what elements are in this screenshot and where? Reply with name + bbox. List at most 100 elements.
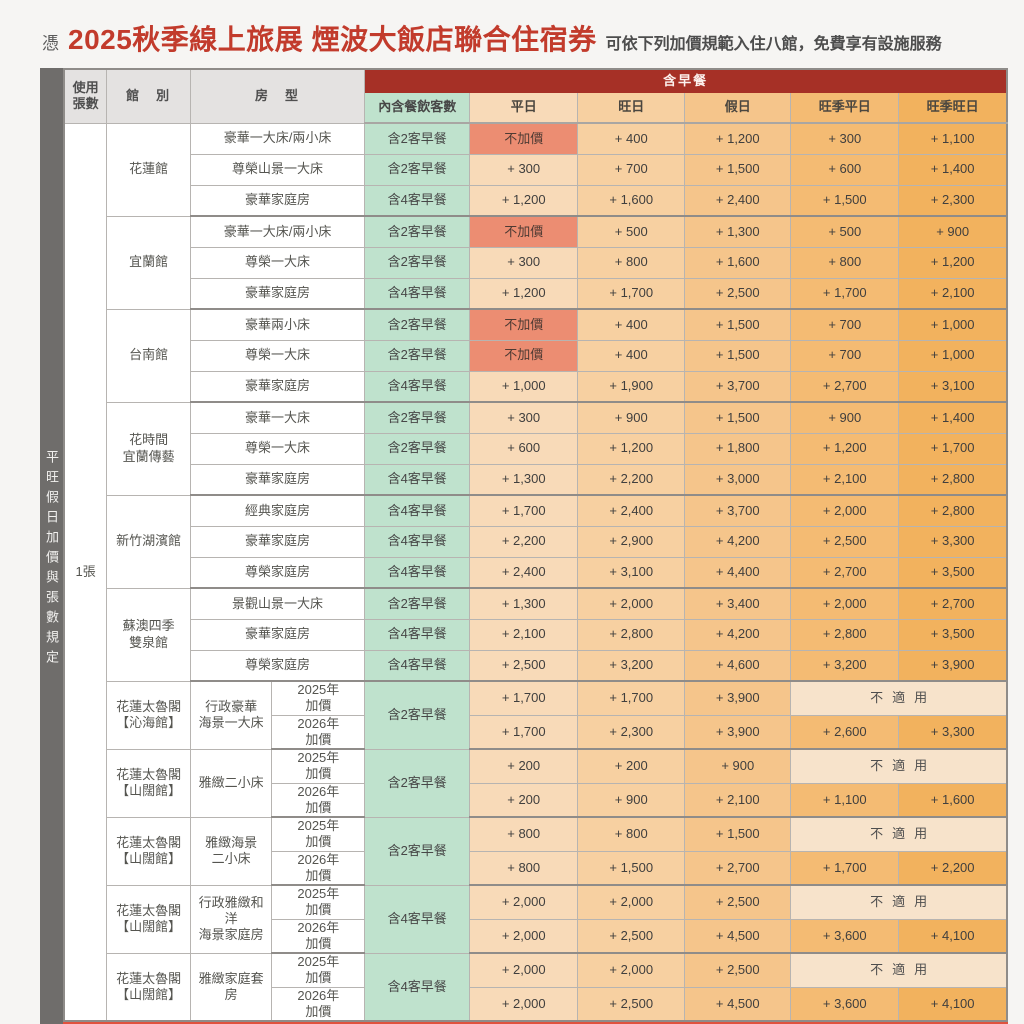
- price-cell: + 1,500: [577, 850, 686, 886]
- room-cell: 豪華一大床/兩小床: [189, 122, 366, 155]
- meal-count-cell: 含4客早餐: [364, 463, 471, 496]
- day-col-header-season-weekday: 旺季平日: [790, 92, 900, 124]
- price-cell: + 2,100: [684, 782, 792, 818]
- price-cell: + 2,800: [577, 618, 686, 651]
- price-cell: + 300: [469, 153, 579, 186]
- price-cell: + 1,500: [684, 308, 792, 341]
- price-cell: + 800: [469, 816, 579, 852]
- price-cell: + 3,500: [898, 618, 1008, 651]
- meal-count-cell: 含4客早餐: [364, 556, 471, 589]
- price-cell: + 2,500: [684, 952, 792, 988]
- price-cell: + 4,400: [684, 556, 792, 589]
- year-cell: 2025年 加價: [271, 952, 366, 988]
- room-cell: 尊榮一大床: [189, 432, 366, 465]
- price-cell: + 700: [577, 153, 686, 186]
- price-cell: + 3,300: [898, 525, 1008, 558]
- not-applicable-cell: 不適用: [790, 884, 1008, 920]
- price-cell: + 3,600: [790, 918, 900, 954]
- meal-count-cell: 含2客早餐: [364, 339, 471, 372]
- room-cell: 豪華家庭房: [189, 525, 366, 558]
- year-cell: 2025年 加價: [271, 748, 366, 784]
- price-cell: + 600: [469, 432, 579, 465]
- room-cell: 豪華一大床: [189, 401, 366, 434]
- price-cell: + 200: [577, 748, 686, 784]
- meal-count-cell: 含2客早餐: [364, 432, 471, 465]
- price-cell: + 200: [469, 782, 579, 818]
- price-cell: + 2,000: [469, 918, 579, 954]
- meal-count-cell: 含2客早餐: [364, 816, 471, 886]
- price-cell: + 3,700: [684, 370, 792, 403]
- room-cell: 豪華家庭房: [189, 370, 366, 403]
- table-row: 蘇澳四季 雙泉館 景觀山景一大床 含2客早餐 + 1,300 + 2,000 + 3,40…: [64, 587, 1008, 682]
- price-cell: + 800: [790, 246, 900, 279]
- room-cell: 豪華家庭房: [189, 184, 366, 217]
- price-cell: + 2,700: [790, 370, 900, 403]
- table-row: 豪華家庭房 含4客早餐 + 1,200 + 1,600 + 2,400 + 1,500 + …: [64, 184, 1008, 217]
- year-cell: 2026年 加價: [271, 714, 366, 750]
- hall-cell: 花時間 宜蘭傳藝: [106, 401, 191, 496]
- price-cell: + 1,700: [469, 494, 579, 527]
- price-cell: + 3,400: [684, 587, 792, 620]
- price-cell: + 1,400: [898, 153, 1008, 186]
- price-cell: + 2,000: [790, 587, 900, 620]
- price-cell: + 2,800: [898, 494, 1008, 527]
- price-cell: + 3,700: [684, 494, 792, 527]
- price-cell: + 1,200: [898, 246, 1008, 279]
- price-cell: + 2,200: [469, 525, 579, 558]
- price-cell: + 600: [790, 153, 900, 186]
- table-row: 2026年 加價 + 800 + 1,500 + 2,700 + 1,700 + 2,20…: [64, 850, 1008, 886]
- price-cell: + 900: [684, 748, 792, 784]
- price-cell: + 1,000: [898, 339, 1008, 372]
- price-cell: 不加價: [469, 339, 579, 372]
- page-title: 憑 2025秋季線上旅展 煙波大飯店聯合住宿券 可依下列加價規範入住八館，免費享…: [42, 18, 1008, 58]
- table-row: 花蓮太魯閣 【山闊館】 行政雅緻和洋 海景家庭房 2025年 加價 含4客早餐 + 2,…: [64, 884, 1008, 954]
- price-cell: + 1,500: [790, 184, 900, 217]
- pricing-table: 平旺假日加價與張數規定 使用 張數 館 別 房 型 含早餐 內含餐飲客: [40, 68, 1008, 1024]
- price-cell: + 3,900: [898, 649, 1008, 682]
- table-row: 花蓮太魯閣 【山闊館】 雅緻二小床 2025年 加價 含2客早餐 + 200 + 200 +…: [64, 748, 1008, 818]
- price-cell: + 1,400: [898, 401, 1008, 434]
- table-row: 新竹湖濱館 經典家庭房 含4客早餐 + 1,700 + 2,400 + 3,700 + 2,…: [64, 494, 1008, 589]
- table-row: 花蓮太魯閣 【山闊館】 雅緻家庭套房 2025年 加價 含4客早餐 + 2,000 + 2…: [64, 952, 1008, 1022]
- price-cell: + 1,700: [790, 850, 900, 886]
- price-cell: + 2,700: [898, 587, 1008, 620]
- year-cell: 2025年 加價: [271, 884, 366, 920]
- price-cell: + 1,200: [684, 122, 792, 155]
- price-cell: + 1,900: [577, 370, 686, 403]
- price-cell: + 1,700: [469, 680, 579, 716]
- hall-cell: 宜蘭館: [106, 215, 191, 310]
- price-cell: + 1,700: [577, 277, 686, 310]
- meal-count-header: 內含餐飲客數: [364, 92, 471, 124]
- price-cell: + 2,200: [898, 850, 1008, 886]
- price-cell: + 400: [577, 122, 686, 155]
- meal-count-cell: 含4客早餐: [364, 884, 471, 954]
- table-row: 豪華家庭房 含4客早餐 + 1,000 + 1,900 + 3,700 + 2,700 + …: [64, 370, 1008, 403]
- not-applicable-cell: 不適用: [790, 680, 1008, 716]
- price-cell: + 2,000: [577, 952, 686, 988]
- price-cell: 不加價: [469, 308, 579, 341]
- meal-count-cell: 含2客早餐: [364, 308, 471, 341]
- price-cell: + 4,500: [684, 918, 792, 954]
- usage-count-cell: 1張: [63, 122, 108, 1022]
- table-row: 豪華家庭房 含4客早餐 + 1,300 + 2,200 + 3,000 + 2,100 + …: [64, 463, 1008, 496]
- room-cell: 尊榮山景一大床: [189, 153, 366, 186]
- room-cell: 豪華兩小床: [189, 308, 366, 341]
- table-row: 花蓮太魯閣 【沁海館】 行政豪華 海景一大床 2025年 加價 含2客早餐 + 1,70…: [64, 680, 1008, 750]
- meal-count-cell: 含2客早餐: [364, 587, 471, 620]
- price-cell: + 800: [577, 816, 686, 852]
- room-cell: 尊榮家庭房: [189, 556, 366, 589]
- price-cell: + 1,100: [790, 782, 900, 818]
- hall-header: 館 別: [106, 68, 191, 124]
- table-row: 2026年 加價 + 200 + 900 + 2,100 + 1,100 + 1,600: [64, 782, 1008, 818]
- meal-count-cell: 含4客早餐: [364, 494, 471, 527]
- table-row: 花時間 宜蘭傳藝 豪華一大床 含2客早餐 + 300 + 900 + 1,500 + 900…: [64, 401, 1008, 496]
- meal-count-cell: 含4客早餐: [364, 649, 471, 682]
- meal-count-cell: 含2客早餐: [364, 748, 471, 818]
- price-cell: + 4,200: [684, 525, 792, 558]
- meal-count-cell: 含2客早餐: [364, 680, 471, 750]
- room-cell: 豪華一大床/兩小床: [189, 215, 366, 248]
- day-col-header-season-peakday: 旺季旺日: [898, 92, 1008, 124]
- price-cell: + 2,400: [469, 556, 579, 589]
- price-cell: + 1,500: [684, 153, 792, 186]
